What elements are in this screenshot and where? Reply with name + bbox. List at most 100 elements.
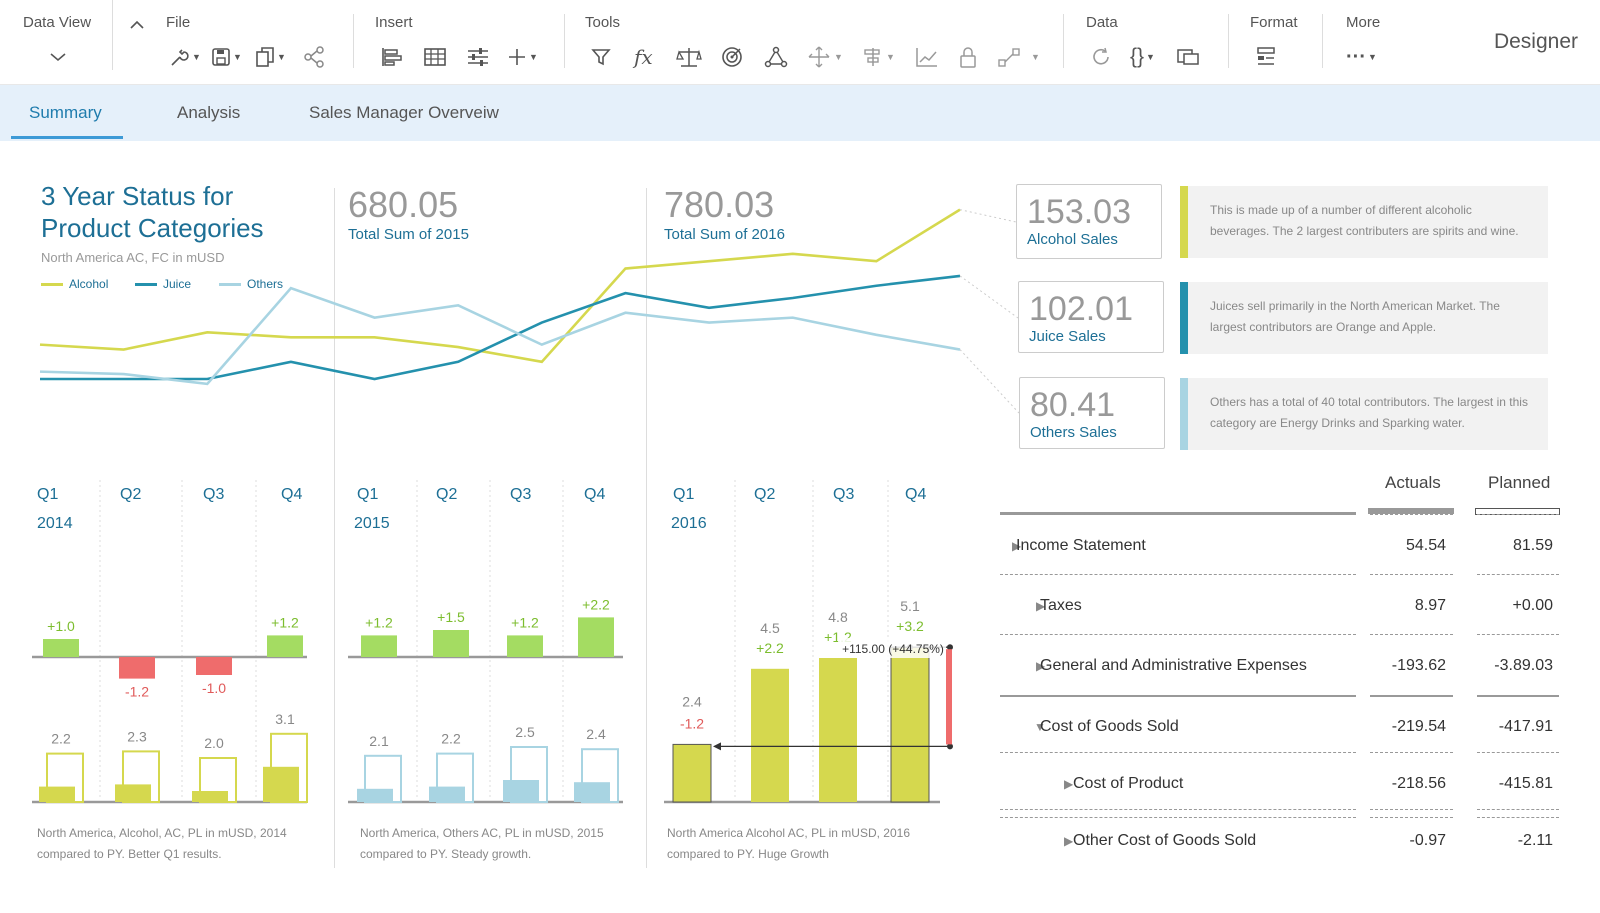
table-icon[interactable] — [424, 44, 446, 70]
tab-summary[interactable]: Summary — [29, 103, 102, 122]
others-sales-label: Others Sales — [1030, 424, 1117, 441]
lock-icon[interactable] — [958, 44, 978, 70]
juice-sales-label: Juice Sales — [1029, 328, 1106, 345]
copy-icon[interactable]: ▼ — [255, 44, 286, 70]
expand-icon[interactable]: ▶ — [1036, 599, 1046, 613]
section-divider — [334, 188, 335, 868]
table-row-label[interactable]: Taxes — [1040, 597, 1082, 614]
expand-icon[interactable]: ▶ — [1012, 539, 1022, 553]
windows-icon[interactable] — [1177, 44, 1199, 70]
alcohol-note: This is made up of a number of different… — [1180, 186, 1548, 258]
alcohol-sales-card[interactable]: 153.03 Alcohol Sales — [1016, 184, 1162, 259]
variance-label: +2.2 — [582, 596, 610, 612]
expand-icon[interactable]: ▶ — [1064, 777, 1074, 791]
juice-sales-card[interactable]: 102.01 Juice Sales — [1018, 281, 1164, 353]
expand-icon[interactable]: ▶ — [1036, 659, 1046, 673]
braces-glyph: {} — [1130, 45, 1145, 68]
value-label: 2.5 — [515, 724, 535, 740]
variance-label: +2.2 — [756, 640, 784, 656]
collapse-icon[interactable]: ▼ — [1034, 720, 1046, 734]
others-sales-card[interactable]: 80.41 Others Sales — [1019, 377, 1165, 449]
share-icon[interactable] — [303, 44, 325, 70]
wrench-icon[interactable]: ▼ — [168, 44, 201, 70]
move-icon[interactable]: ▼ — [806, 44, 843, 70]
chevron-down-icon[interactable] — [48, 44, 68, 70]
ac-bar — [263, 766, 299, 802]
others-note: Others has a total of 40 total contribut… — [1180, 378, 1548, 450]
value-label: 2.2 — [51, 731, 71, 747]
row-divider — [1000, 514, 1356, 515]
network-icon[interactable] — [764, 44, 788, 70]
braces-icon[interactable]: {} ▼ — [1130, 45, 1155, 68]
ac-bar — [115, 784, 151, 802]
ac-bar — [429, 786, 465, 802]
tab-sales-manager-overview[interactable]: Sales Manager Overveiw — [309, 103, 499, 122]
juice-note: Juices sell primarily in the North Ameri… — [1180, 282, 1548, 354]
tab-analysis[interactable]: Analysis — [177, 103, 241, 122]
footnote-line: compared to PY. Better Q1 results. — [37, 847, 222, 861]
more-icon[interactable]: ··· ▼ — [1346, 45, 1377, 68]
q3-label: Q3 — [203, 486, 225, 503]
value-label: 4.8 — [828, 609, 848, 625]
planned-header[interactable]: Planned — [1488, 473, 1551, 492]
table-row-label[interactable]: Cost of Product — [1073, 775, 1184, 792]
target-icon[interactable] — [721, 44, 743, 70]
balance-scale-icon[interactable] — [676, 44, 702, 70]
add-icon[interactable]: ▼ — [507, 44, 538, 70]
formula-icon[interactable]: fx — [634, 45, 653, 69]
value-bar-2016 — [890, 646, 930, 803]
value-bar-2016 — [672, 743, 712, 803]
chevron-up-icon[interactable] — [128, 12, 146, 38]
connector-line — [959, 349, 1020, 414]
insert-label: Insert — [375, 14, 413, 31]
filter-sliders-icon[interactable] — [467, 44, 489, 70]
expand-icon[interactable]: ▶ — [1064, 834, 1074, 848]
row-divider — [1000, 817, 1356, 818]
year-2015-label: 2015 — [354, 515, 390, 532]
ac-bar — [192, 791, 228, 802]
alcohol-sales-value: 153.03 — [1027, 193, 1131, 231]
alcohol-note-text: This is made up of a number of different… — [1210, 203, 1519, 238]
row-divider — [1000, 809, 1356, 810]
value-label: 2.0 — [204, 735, 224, 751]
refresh-icon[interactable] — [1090, 44, 1112, 70]
variance-bar — [119, 657, 155, 679]
data-label: Data — [1086, 14, 1118, 31]
align-icon[interactable]: ▼ — [862, 44, 895, 70]
link-nodes-icon[interactable]: ▼ — [997, 44, 1040, 70]
active-tab-indicator — [11, 136, 123, 139]
year-2016-label: 2016 — [671, 515, 707, 532]
legend-alcohol: Alcohol — [41, 277, 108, 291]
kpi-2016-value: 780.03 — [664, 184, 775, 225]
variance-bar — [433, 630, 469, 657]
table-row-label[interactable]: Cost of Goods Sold — [1040, 718, 1179, 735]
value-label: 2.2 — [441, 731, 461, 747]
value-bar-2016 — [819, 658, 857, 802]
value-label: 2.4 — [682, 693, 702, 709]
toolbar: Data View File ▼ ▼ ▼ Insert ▼ Tools fx — [0, 0, 1600, 85]
bar-chart-icon[interactable] — [380, 44, 402, 70]
kpi-2015-label: Total Sum of 2015 — [348, 226, 469, 243]
table-cell-actual: 8.97 — [1414, 597, 1446, 614]
filter-icon[interactable] — [591, 44, 611, 70]
table-cell-planned: -415.81 — [1498, 775, 1553, 792]
table-row-label[interactable]: General and Administrative Expenses — [1040, 657, 1307, 674]
table-cell-actual: 54.54 — [1405, 537, 1446, 554]
format-layout-icon[interactable] — [1256, 44, 1276, 70]
ac-bar — [357, 788, 393, 802]
legend-juice: Juice — [135, 277, 191, 291]
trend-icon[interactable] — [915, 44, 939, 70]
save-icon[interactable]: ▼ — [211, 44, 242, 70]
kpi-2015-value: 680.05 — [348, 184, 459, 225]
actuals-header-bar — [1368, 508, 1454, 514]
table-row-label[interactable]: Income Statement — [1016, 537, 1146, 554]
q4-label: Q4 — [905, 486, 927, 503]
value-label: 2.4 — [586, 726, 606, 742]
table-cell-planned: -2.11 — [1517, 832, 1553, 849]
actuals-header[interactable]: Actuals — [1385, 473, 1441, 492]
table-row-label[interactable]: Other Cost of Goods Sold — [1073, 832, 1257, 849]
footnote-2014: North America, Alcohol, AC, PL in mUSD, … — [37, 823, 287, 865]
row-divider — [1370, 809, 1453, 810]
row-divider — [1477, 514, 1559, 515]
designer-label[interactable]: Designer — [1493, 30, 1578, 53]
